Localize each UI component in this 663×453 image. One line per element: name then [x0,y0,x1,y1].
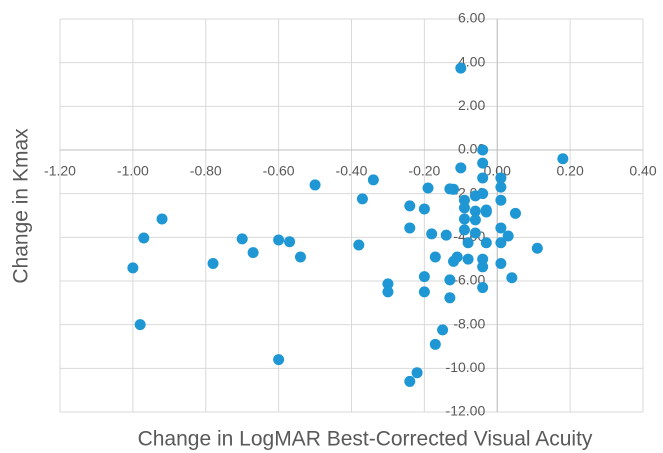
point [477,157,489,169]
point [207,258,219,270]
point [426,228,438,240]
point [309,179,321,191]
point [437,324,449,336]
point [495,222,507,234]
point [495,237,507,249]
y-tick-label: 2.00 [458,97,485,113]
point [440,229,452,241]
point [477,172,489,184]
point [444,274,456,286]
point [506,272,518,284]
point [134,319,146,331]
point [477,144,489,156]
point [236,233,248,245]
point [495,172,507,184]
point [480,204,492,216]
point [458,224,470,236]
point [458,213,470,225]
point [469,227,481,239]
point [477,261,489,273]
point [458,202,470,214]
point [273,354,285,366]
y-tick-label: -10.00 [446,359,486,375]
point [495,194,507,206]
point [404,222,416,234]
point [455,162,467,174]
x-tick-label: -0.60 [263,163,295,179]
point [469,214,481,226]
x-tick-label: 0.20 [557,163,584,179]
x-tick-label: 0.40 [629,163,656,179]
point [509,207,521,219]
point [477,253,489,265]
point [469,205,481,217]
point [480,237,492,249]
point [451,251,463,263]
point [353,239,365,251]
point [448,183,460,195]
point [418,286,430,298]
point [429,251,441,263]
point [294,251,306,263]
point [382,278,394,290]
y-axis-title: Change in Kmax [10,128,33,284]
x-axis-title: Change in LogMAR Best-Corrected Visual A… [138,428,593,451]
point [502,230,514,242]
point [411,367,423,379]
y-tick-label: -12.00 [446,403,486,419]
point [429,338,441,350]
point [156,213,168,225]
point [273,234,285,246]
point [404,200,416,212]
x-tick-label: -0.40 [336,163,368,179]
point [422,182,434,194]
point [247,247,259,259]
point [495,258,507,270]
point [356,193,368,205]
y-tick-label: 6.00 [458,10,485,26]
x-tick-label: -0.80 [190,163,222,179]
point [462,253,474,265]
point [458,194,470,206]
y-tick-label: -6.00 [453,272,485,288]
point [495,181,507,193]
point [477,188,489,200]
point [531,242,543,254]
point [444,292,456,304]
point [382,286,394,298]
point [367,174,379,186]
point [127,262,139,274]
y-tick-label: -8.00 [453,315,485,331]
point [138,232,150,244]
point [404,375,416,387]
point [455,62,467,74]
x-tick-label: -1.20 [44,163,76,179]
point [462,237,474,249]
point [284,236,296,248]
x-tick-label: -0.20 [408,163,440,179]
point [418,203,430,215]
point [477,282,489,294]
point [418,271,430,283]
x-tick-label: -1.00 [117,163,149,179]
point [557,153,569,165]
